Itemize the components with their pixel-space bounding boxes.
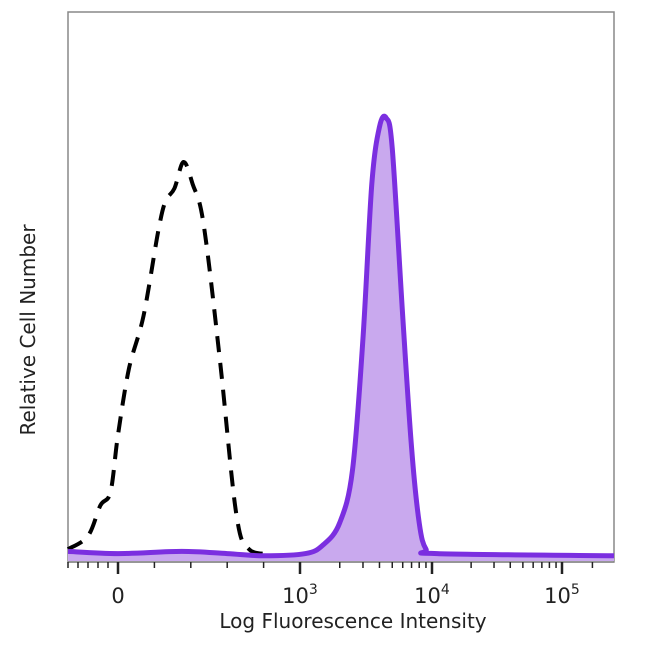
x-axis-title: Log Fluorescence Intensity [219, 609, 486, 633]
x-tick-labels: 0 103 104 105 [111, 582, 580, 608]
series-2-fill [68, 116, 614, 561]
x-axis-minor-ticks [67, 562, 594, 574]
x-tick-label: 0 [111, 584, 124, 608]
series-layer [66, 113, 615, 561]
x-tick-label: 104 [414, 582, 450, 608]
x-tick-label: 105 [544, 582, 580, 608]
series-1-line [66, 160, 274, 556]
y-axis-title: Relative Cell Number [16, 224, 40, 436]
x-tick-label: 103 [282, 582, 318, 608]
series-2-line [67, 113, 615, 559]
